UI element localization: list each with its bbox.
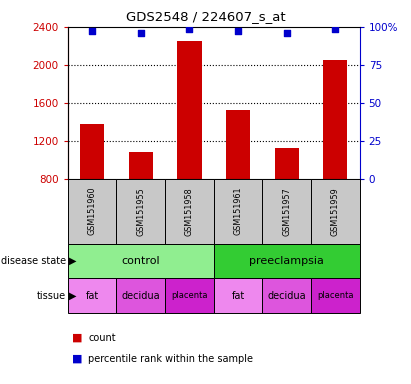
Text: ▶: ▶ [69,256,76,266]
Text: control: control [122,256,160,266]
Text: count: count [88,333,116,343]
Bar [177,41,201,179]
Text: GSM151955: GSM151955 [136,187,145,235]
Text: ■: ■ [72,354,83,364]
Point [186,26,193,32]
Text: preeclampsia: preeclampsia [249,256,324,266]
Text: GSM151958: GSM151958 [185,187,194,235]
Point [235,28,241,35]
Point [137,30,144,36]
Text: GDS2548 / 224607_s_at: GDS2548 / 224607_s_at [126,10,285,23]
Text: decidua: decidua [268,291,306,301]
Bar [129,152,153,179]
Point [284,30,290,36]
Text: fat: fat [231,291,245,301]
Bar [275,148,299,179]
Text: ■: ■ [72,333,83,343]
Point [89,28,95,35]
Text: fat: fat [85,291,99,301]
Text: GSM151961: GSM151961 [233,187,242,235]
Text: disease state: disease state [1,256,66,266]
Point [332,26,339,32]
Text: GSM151957: GSM151957 [282,187,291,235]
Text: placenta: placenta [317,291,353,300]
Text: percentile rank within the sample: percentile rank within the sample [88,354,253,364]
Text: GSM151960: GSM151960 [88,187,97,235]
Bar [226,110,250,179]
Bar [323,60,347,179]
Text: ▶: ▶ [69,291,76,301]
Bar [80,124,104,179]
Text: decidua: decidua [122,291,160,301]
Text: GSM151959: GSM151959 [331,187,340,235]
Text: tissue: tissue [37,291,66,301]
Text: placenta: placenta [171,291,208,300]
